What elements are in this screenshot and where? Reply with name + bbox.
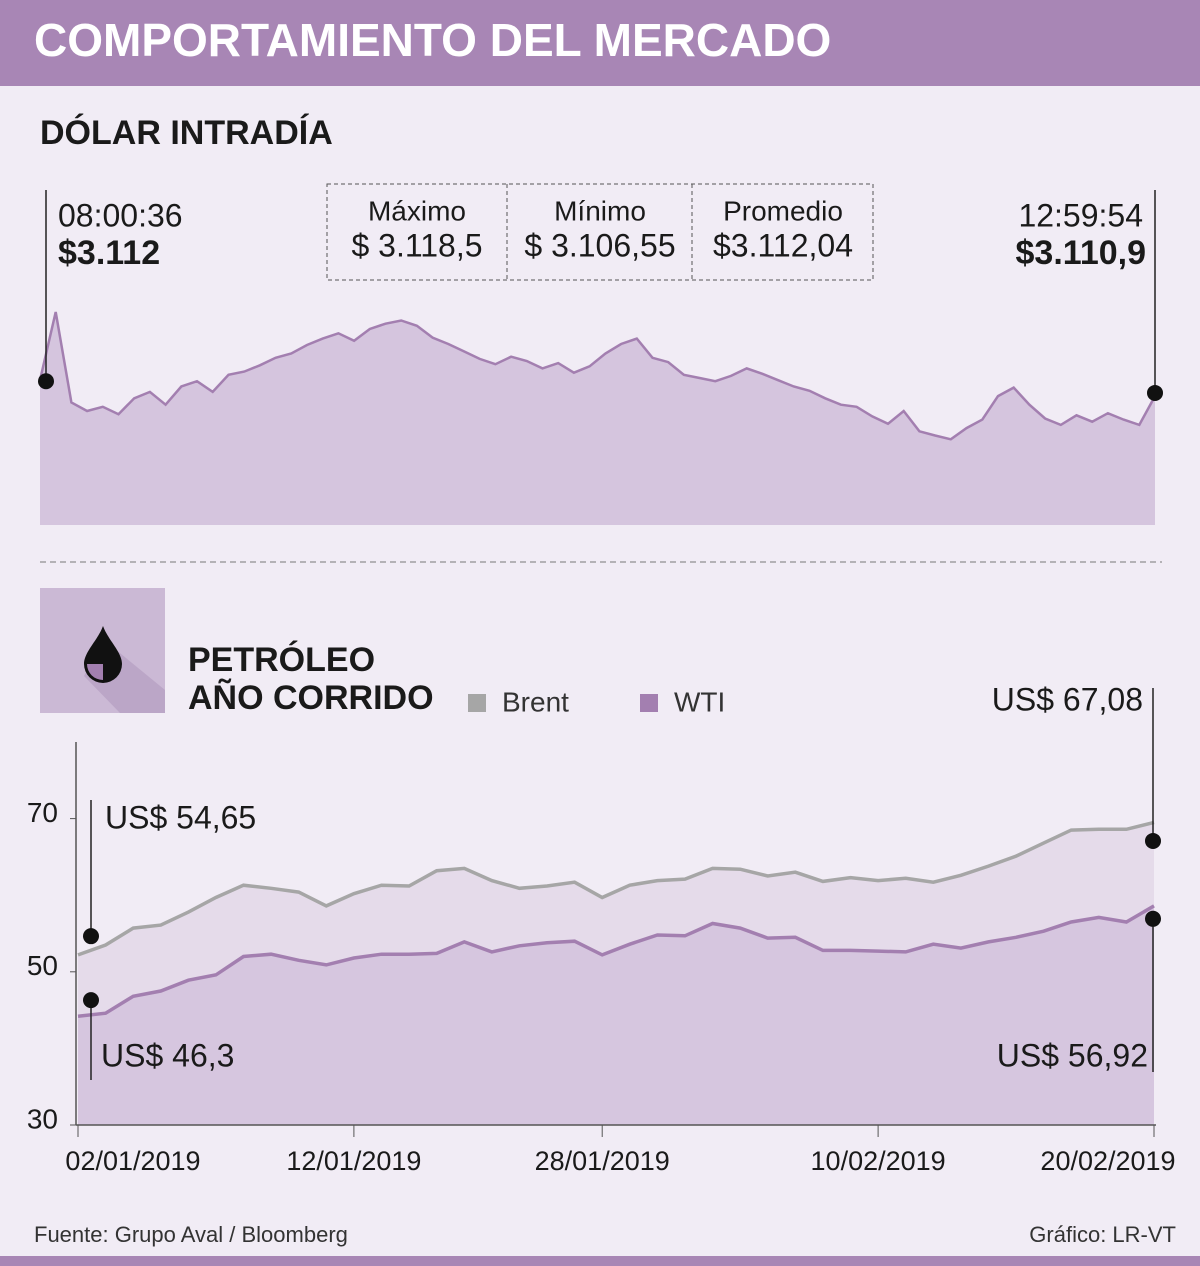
annotation-label: US$ 54,65 bbox=[105, 799, 256, 835]
stat-name: Promedio bbox=[723, 195, 843, 226]
credit: Gráfico: LR-VT bbox=[1029, 1222, 1176, 1247]
footer-band bbox=[0, 1256, 1200, 1266]
x-tick-label: 20/02/2019 bbox=[1040, 1146, 1175, 1176]
line bbox=[77, 820, 1155, 957]
legend-swatch bbox=[468, 694, 486, 712]
stat-value: $ 3.106,55 bbox=[524, 227, 675, 263]
start-time: 08:00:36 bbox=[58, 197, 183, 233]
chart-title: PETRÓLEO bbox=[188, 641, 375, 679]
annotation-label: US$ 46,3 bbox=[101, 1037, 234, 1073]
annotation-label: US$ 56,92 bbox=[997, 1037, 1148, 1073]
area-fill bbox=[40, 312, 1155, 525]
chart-subtitle: AÑO CORRIDO bbox=[188, 679, 434, 717]
start-value: $3.112 bbox=[58, 234, 160, 272]
end-value: $3.110,9 bbox=[1016, 234, 1146, 272]
line bbox=[77, 904, 1155, 1018]
stat-value: $ 3.118,5 bbox=[351, 227, 482, 263]
x-tick-label: 12/01/2019 bbox=[286, 1146, 421, 1176]
source: Fuente: Grupo Aval / Bloomberg bbox=[34, 1222, 348, 1247]
stat-name: Mínimo bbox=[554, 195, 646, 226]
y-tick-label: 50 bbox=[27, 950, 58, 981]
chart-title: DÓLAR INTRADÍA bbox=[40, 114, 333, 152]
y-tick-label: 30 bbox=[27, 1103, 58, 1134]
end-dot bbox=[1147, 384, 1163, 401]
oil-drop-detail bbox=[87, 664, 103, 680]
header-title: COMPORTAMIENTO DEL MERCADO bbox=[34, 14, 831, 66]
annotation-label: US$ 67,08 bbox=[992, 681, 1143, 717]
annotation-dot bbox=[83, 928, 99, 945]
legend-label: Brent bbox=[502, 686, 569, 717]
stats-box bbox=[326, 183, 874, 281]
start-dot bbox=[38, 373, 54, 390]
annotation-dot bbox=[1145, 832, 1161, 849]
x-tick-label: 28/01/2019 bbox=[535, 1146, 670, 1176]
legend-label: WTI bbox=[674, 686, 725, 717]
stat-name: Máximo bbox=[368, 195, 466, 226]
header-band bbox=[0, 0, 1200, 86]
line bbox=[38, 311, 1157, 441]
stat-value: $3.112,04 bbox=[713, 227, 853, 263]
x-tick-label: 10/02/2019 bbox=[811, 1146, 946, 1176]
end-time: 12:59:54 bbox=[1018, 197, 1143, 233]
annotation-dot bbox=[83, 992, 99, 1009]
annotation-dot bbox=[1145, 910, 1161, 927]
y-tick-label: 70 bbox=[27, 797, 58, 828]
x-tick-label: 02/01/2019 bbox=[65, 1146, 200, 1176]
legend-swatch bbox=[640, 694, 658, 712]
